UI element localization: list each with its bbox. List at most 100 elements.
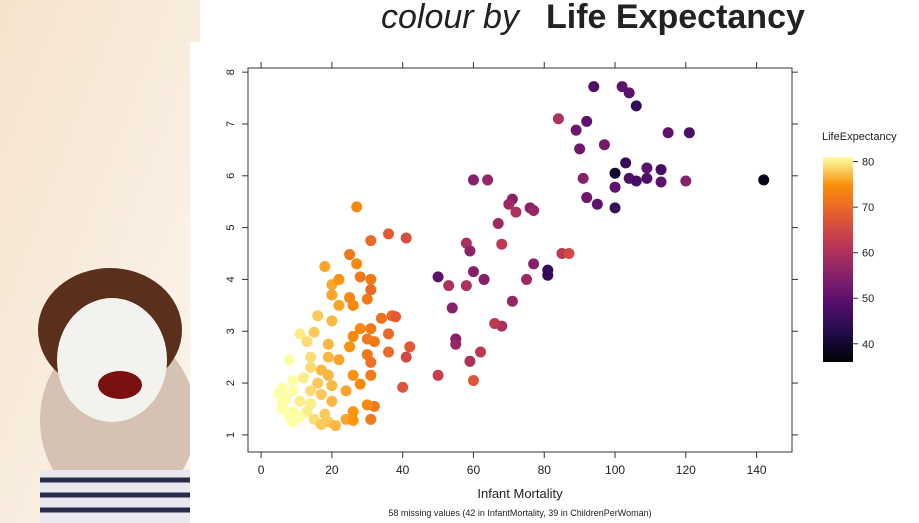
- point: [591, 198, 603, 210]
- y-tick-label: 3: [225, 328, 237, 334]
- point: [443, 280, 455, 292]
- point: [354, 271, 366, 283]
- point: [598, 139, 610, 151]
- point: [329, 420, 341, 432]
- point: [581, 115, 593, 127]
- point: [528, 205, 540, 217]
- colorbar-tick-label: 40: [862, 339, 874, 351]
- point: [623, 87, 635, 99]
- point: [365, 356, 377, 368]
- point: [344, 341, 356, 353]
- point: [506, 295, 518, 307]
- point: [326, 380, 338, 392]
- point: [574, 143, 586, 155]
- point: [347, 330, 359, 342]
- x-tick-label: 0: [258, 463, 265, 477]
- point: [655, 164, 667, 176]
- y-tick-label: 1: [225, 432, 237, 438]
- point: [492, 217, 504, 229]
- point: [347, 369, 359, 381]
- point: [641, 162, 653, 174]
- point: [347, 299, 359, 311]
- point: [287, 385, 299, 397]
- point: [464, 245, 476, 257]
- x-tick-label: 120: [676, 463, 696, 477]
- point: [354, 378, 366, 390]
- subtitle: 58 missing values (42 in InfantMortality…: [388, 508, 651, 518]
- point: [383, 228, 395, 240]
- y-tick-label: 4: [225, 276, 237, 282]
- point: [326, 315, 338, 327]
- point: [361, 293, 373, 305]
- point: [333, 299, 345, 311]
- y-tick-label: 2: [225, 380, 237, 386]
- point: [365, 273, 377, 285]
- point: [326, 395, 338, 407]
- point: [361, 399, 373, 411]
- point: [383, 346, 395, 358]
- point: [521, 273, 533, 285]
- point: [326, 289, 338, 301]
- point: [446, 302, 458, 314]
- point: [344, 249, 356, 261]
- point: [333, 273, 345, 285]
- point: [287, 416, 299, 428]
- y-tick-label: 7: [225, 121, 237, 127]
- point: [496, 238, 508, 250]
- x-tick-label: 20: [325, 463, 339, 477]
- point: [609, 167, 621, 179]
- mime-illustration: [38, 235, 233, 523]
- point: [577, 172, 589, 184]
- point: [354, 323, 366, 335]
- point: [581, 192, 593, 204]
- point: [276, 398, 288, 410]
- point: [467, 174, 479, 186]
- point: [662, 127, 674, 139]
- point: [400, 351, 412, 363]
- title-prefix: colour by: [381, 0, 521, 36]
- point: [400, 232, 412, 244]
- point: [298, 372, 310, 384]
- point: [478, 273, 490, 285]
- point: [340, 385, 352, 397]
- point: [680, 175, 692, 187]
- point: [365, 235, 377, 247]
- plot-panel: [190, 42, 919, 523]
- point: [489, 317, 501, 329]
- point: [322, 351, 334, 363]
- point: [432, 271, 444, 283]
- point: [333, 354, 345, 366]
- colorbar-tick-label: 60: [862, 248, 874, 260]
- point: [609, 202, 621, 214]
- point: [641, 172, 653, 184]
- point: [365, 413, 377, 425]
- point: [315, 419, 327, 431]
- point: [294, 328, 306, 340]
- colorbar-tick-label: 50: [862, 293, 874, 305]
- y-tick-label: 5: [225, 225, 237, 231]
- point: [351, 201, 363, 213]
- point: [365, 369, 377, 381]
- point: [630, 175, 642, 187]
- point: [467, 266, 479, 278]
- point: [308, 326, 320, 338]
- point: [542, 269, 554, 281]
- colorbar-tick-label: 80: [862, 157, 874, 169]
- point: [305, 362, 317, 374]
- point: [563, 248, 575, 260]
- x-tick-label: 140: [747, 463, 767, 477]
- plot-frame: [247, 67, 793, 453]
- point: [482, 174, 494, 186]
- point: [312, 310, 324, 322]
- x-tick-label: 40: [396, 463, 410, 477]
- point: [273, 387, 285, 399]
- point: [347, 414, 359, 426]
- point: [390, 311, 402, 323]
- point: [315, 388, 327, 400]
- x-tick-label: 60: [467, 463, 481, 477]
- point: [460, 280, 472, 292]
- point: [588, 81, 600, 93]
- point: [365, 284, 377, 296]
- point: [322, 338, 334, 350]
- point: [467, 374, 479, 386]
